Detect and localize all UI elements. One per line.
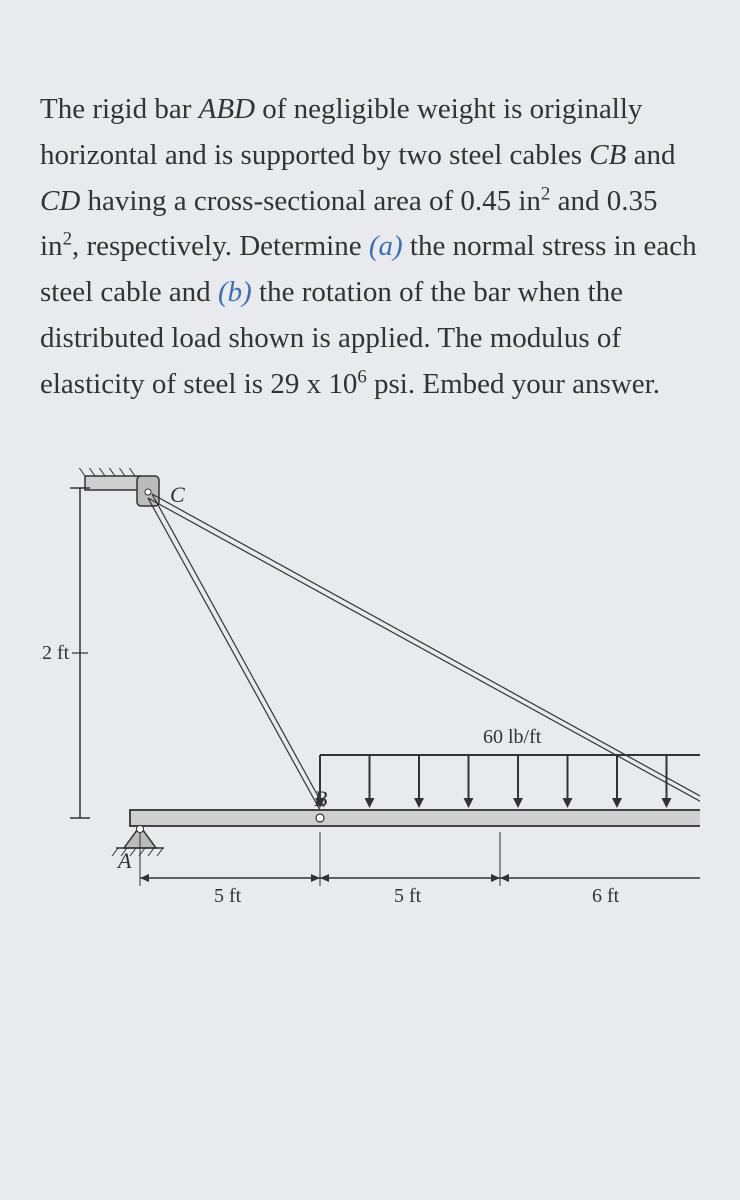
svg-text:C: C [170, 482, 185, 507]
svg-text:12 ft: 12 ft [40, 642, 70, 664]
var-abd: ABD [199, 93, 255, 125]
var-cd: CD [40, 185, 80, 217]
problem-statement: The rigid bar ABD of negligible weight i… [40, 87, 700, 408]
part-a-label: (a) [369, 230, 403, 262]
svg-text:60 lb/ft: 60 lb/ft [483, 726, 542, 748]
part-b-label: (b) [218, 276, 252, 308]
var-cb: CB [589, 139, 626, 171]
svg-text:B: B [314, 786, 327, 811]
svg-text:A: A [116, 848, 132, 873]
exp-6: 6 [357, 367, 366, 388]
svg-text:5 ft: 5 ft [394, 885, 422, 907]
exp-2a: 2 [541, 183, 550, 204]
text-frag: psi. Embed your answer. [367, 368, 660, 400]
exp-2b: 2 [63, 229, 72, 250]
svg-text:6 ft: 6 ft [592, 885, 620, 907]
svg-text:5 ft: 5 ft [214, 885, 242, 907]
problem-figure: C12 ft60 lb/ftABD5 ft5 ft6 ft [40, 468, 700, 948]
text-frag: having a cross-sectional area of 0.45 in [80, 185, 541, 217]
text-frag: The rigid bar [40, 93, 199, 125]
text-frag: and [626, 139, 675, 171]
text-frag: , respectively. Determine [72, 230, 369, 262]
